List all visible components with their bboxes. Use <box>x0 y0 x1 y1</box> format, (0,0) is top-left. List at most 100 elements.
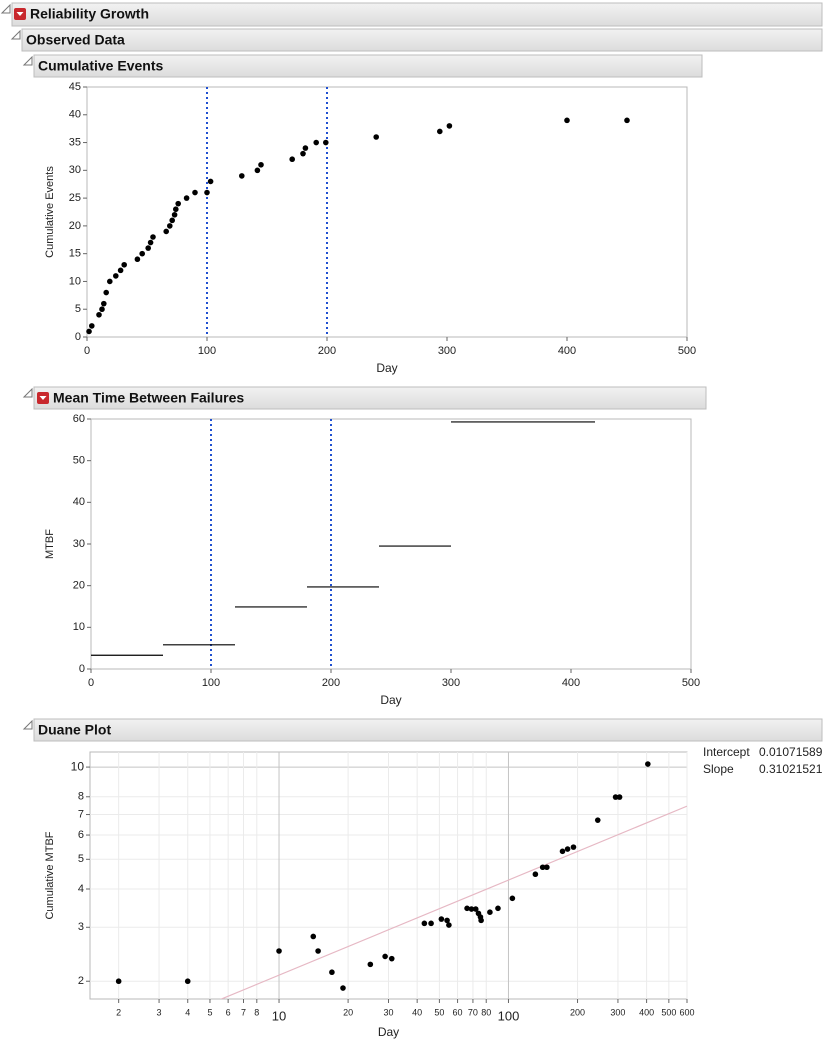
y-tick-label: 6 <box>78 829 84 841</box>
x-axis-label: Day <box>378 1025 399 1039</box>
x-tick-label: 400 <box>639 1007 654 1017</box>
x-tick-label: 400 <box>558 345 576 357</box>
fit-value: 0.31021521 <box>759 762 823 776</box>
point <box>103 289 109 296</box>
point <box>478 917 484 924</box>
y-tick-label: 35 <box>69 136 81 148</box>
point <box>564 846 571 852</box>
disclosure-icon[interactable] <box>22 387 33 398</box>
point <box>446 922 452 928</box>
point <box>183 195 190 201</box>
point <box>101 300 107 307</box>
point <box>171 211 178 218</box>
x-tick-label: 30 <box>383 1007 393 1017</box>
y-tick-label: 10 <box>73 621 85 633</box>
point <box>145 245 151 251</box>
x-tick-label: 400 <box>562 677 580 689</box>
x-tick-label: 80 <box>481 1007 491 1017</box>
point <box>564 117 570 124</box>
x-tick-label: 600 <box>679 1007 694 1017</box>
point <box>645 761 651 767</box>
x-tick-label: 20 <box>343 1007 353 1017</box>
point <box>544 864 550 871</box>
y-tick-label: 30 <box>69 164 81 176</box>
y-tick-label: 15 <box>69 248 81 260</box>
x-tick-label: 70 <box>468 1007 478 1017</box>
point <box>340 985 346 991</box>
y-tick-label: 40 <box>69 109 81 121</box>
x-tick-label: 200 <box>318 345 336 357</box>
disclosure-icon[interactable] <box>0 3 11 14</box>
x-tick-label: 0 <box>84 345 90 357</box>
point <box>313 139 320 146</box>
y-tick-label: 60 <box>73 413 85 425</box>
point <box>570 844 577 850</box>
x-tick-label: 200 <box>570 1007 585 1017</box>
x-axis-label: Day <box>376 361 397 375</box>
point <box>167 223 173 229</box>
point <box>421 920 428 927</box>
disclosure-icon[interactable] <box>22 719 33 730</box>
y-axis-label: MTBF <box>44 529 56 559</box>
point <box>594 817 601 823</box>
point <box>207 178 214 185</box>
point <box>147 239 154 246</box>
point <box>612 794 619 800</box>
x-tick-label: 60 <box>453 1007 463 1017</box>
point <box>302 145 309 151</box>
header-bar <box>11 2 823 27</box>
point <box>624 117 630 124</box>
y-tick-label: 2 <box>78 975 84 987</box>
point <box>113 273 119 279</box>
point <box>428 920 434 927</box>
point <box>175 200 181 207</box>
point <box>300 150 306 157</box>
x-tick-label: 500 <box>682 677 700 689</box>
x-tick-label: 100 <box>498 1008 520 1023</box>
y-axis-label: Cumulative Events <box>44 166 56 258</box>
point <box>509 895 516 902</box>
header-bar <box>33 54 703 78</box>
point <box>559 848 566 855</box>
x-tick-label: 4 <box>185 1007 190 1017</box>
plot-area <box>90 418 692 670</box>
point <box>382 953 388 960</box>
disclosure-icon[interactable] <box>10 29 21 40</box>
x-tick-label: 5 <box>207 1007 212 1017</box>
point <box>254 167 261 174</box>
section-title: Observed Data <box>26 32 125 48</box>
menu-arrow <box>39 396 47 400</box>
point <box>616 794 623 800</box>
x-tick-label: 300 <box>438 345 456 357</box>
x-tick-label: 2 <box>116 1007 121 1017</box>
y-axis-label: Cumulative MTBF <box>44 831 56 919</box>
header-bar <box>33 386 707 410</box>
x-tick-label: 6 <box>226 1007 231 1017</box>
point <box>163 228 169 235</box>
y-tick-label: 10 <box>71 759 85 773</box>
y-tick-label: 0 <box>75 331 81 343</box>
x-tick-label: 50 <box>434 1007 444 1017</box>
point <box>495 905 501 912</box>
point <box>173 206 179 213</box>
point <box>289 156 296 163</box>
x-tick-label: 500 <box>678 345 696 357</box>
disclosure-icon[interactable] <box>22 55 33 66</box>
point <box>532 871 539 878</box>
point <box>276 948 282 954</box>
x-tick-label: 0 <box>88 677 94 689</box>
point <box>184 978 191 985</box>
x-tick-label: 10 <box>272 1008 286 1023</box>
y-tick-label: 20 <box>73 580 85 592</box>
header-bar <box>21 28 823 52</box>
point <box>438 916 445 922</box>
point <box>437 128 443 135</box>
chart-title: Cumulative Events <box>38 58 163 74</box>
fit-label: Intercept <box>703 745 750 759</box>
y-tick-label: 30 <box>73 538 85 550</box>
point <box>258 161 264 168</box>
point <box>99 306 105 313</box>
point <box>315 948 321 954</box>
x-tick-label: 40 <box>412 1007 422 1017</box>
y-tick-label: 0 <box>79 663 85 675</box>
